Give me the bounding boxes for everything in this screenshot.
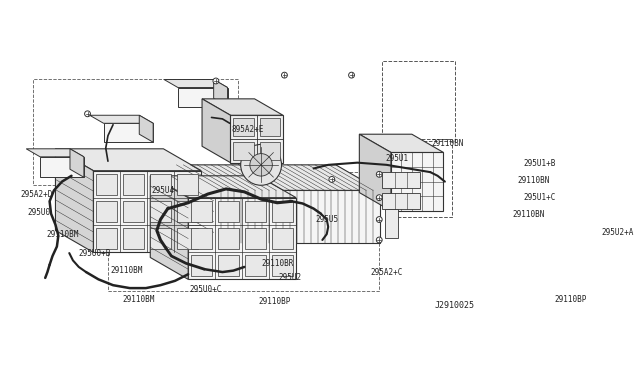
Polygon shape	[90, 115, 153, 123]
Bar	[382, 61, 455, 141]
Bar	[150, 228, 172, 250]
Polygon shape	[170, 165, 214, 243]
Bar	[96, 201, 117, 222]
Bar	[177, 174, 198, 195]
Polygon shape	[214, 190, 380, 243]
Text: 295U2: 295U2	[278, 273, 301, 282]
Text: 295U1+C: 295U1+C	[524, 193, 556, 202]
Bar	[96, 174, 117, 195]
Circle shape	[376, 171, 382, 177]
Bar	[385, 209, 398, 238]
Polygon shape	[93, 171, 202, 252]
Text: 29110BR: 29110BR	[261, 259, 294, 268]
Bar	[272, 228, 293, 249]
Text: 295U5: 295U5	[315, 215, 338, 224]
Bar	[245, 255, 266, 276]
Circle shape	[376, 195, 382, 201]
Bar	[234, 118, 254, 136]
Text: 29110BM: 29110BM	[111, 266, 143, 275]
Bar	[382, 193, 420, 209]
Bar	[177, 228, 198, 250]
Polygon shape	[140, 115, 153, 142]
Bar	[382, 172, 420, 188]
Polygon shape	[164, 80, 228, 87]
Circle shape	[84, 111, 90, 117]
Text: 895A2+E: 895A2+E	[232, 125, 264, 134]
Bar	[96, 228, 117, 250]
Polygon shape	[26, 149, 84, 157]
Polygon shape	[56, 149, 93, 252]
Bar	[191, 255, 212, 276]
Circle shape	[282, 72, 287, 78]
Bar	[234, 142, 254, 160]
Polygon shape	[391, 153, 444, 211]
Bar	[245, 228, 266, 249]
Polygon shape	[202, 99, 230, 163]
Text: 29110BM: 29110BM	[47, 230, 79, 238]
Bar	[260, 142, 280, 160]
Text: 29110BN: 29110BN	[518, 176, 550, 185]
Polygon shape	[359, 134, 391, 211]
Bar	[124, 201, 145, 222]
Bar	[108, 172, 380, 291]
Polygon shape	[230, 115, 283, 163]
Circle shape	[250, 154, 273, 176]
Bar	[191, 228, 212, 249]
Text: 29110BN: 29110BN	[432, 139, 464, 148]
Text: 295U1: 295U1	[385, 154, 408, 163]
Text: 295A2+C: 295A2+C	[371, 268, 403, 277]
Polygon shape	[150, 176, 188, 279]
Circle shape	[376, 217, 382, 222]
Polygon shape	[188, 198, 296, 279]
Bar	[150, 201, 172, 222]
Circle shape	[213, 78, 219, 84]
Bar	[218, 228, 239, 249]
Bar	[218, 255, 239, 276]
Polygon shape	[359, 134, 444, 153]
Text: 295U0+C: 295U0+C	[189, 285, 222, 294]
Text: 29110BN: 29110BN	[512, 210, 545, 219]
Bar	[272, 255, 293, 276]
Bar	[272, 201, 293, 222]
Polygon shape	[40, 157, 84, 177]
Bar	[124, 228, 145, 250]
Circle shape	[349, 72, 355, 78]
Bar	[150, 174, 172, 195]
Bar	[218, 201, 239, 222]
Text: J2910025: J2910025	[435, 301, 475, 310]
Text: 295U2+A: 295U2+A	[602, 228, 634, 237]
Polygon shape	[70, 149, 84, 177]
Polygon shape	[178, 87, 228, 106]
Bar	[387, 139, 452, 217]
Text: 29110BP: 29110BP	[554, 295, 587, 304]
Polygon shape	[56, 149, 202, 171]
Polygon shape	[104, 123, 153, 142]
Circle shape	[329, 177, 335, 182]
Polygon shape	[150, 176, 296, 198]
Text: 295U0: 295U0	[28, 208, 51, 217]
Bar	[191, 201, 212, 222]
Circle shape	[376, 237, 382, 243]
Polygon shape	[202, 99, 283, 115]
Text: 29110BP: 29110BP	[259, 298, 291, 307]
Bar	[260, 118, 280, 136]
Text: 295U0+B: 295U0+B	[79, 248, 111, 257]
Polygon shape	[170, 165, 380, 190]
Bar	[33, 79, 239, 185]
Bar	[124, 174, 145, 195]
Text: 29110BM: 29110BM	[122, 295, 155, 304]
Circle shape	[241, 144, 282, 185]
Text: 295U1+B: 295U1+B	[524, 159, 556, 168]
Bar	[177, 201, 198, 222]
Text: 295A2+D: 295A2+D	[20, 190, 52, 199]
Text: 295U4: 295U4	[152, 186, 175, 195]
Bar	[245, 201, 266, 222]
Polygon shape	[214, 80, 228, 106]
